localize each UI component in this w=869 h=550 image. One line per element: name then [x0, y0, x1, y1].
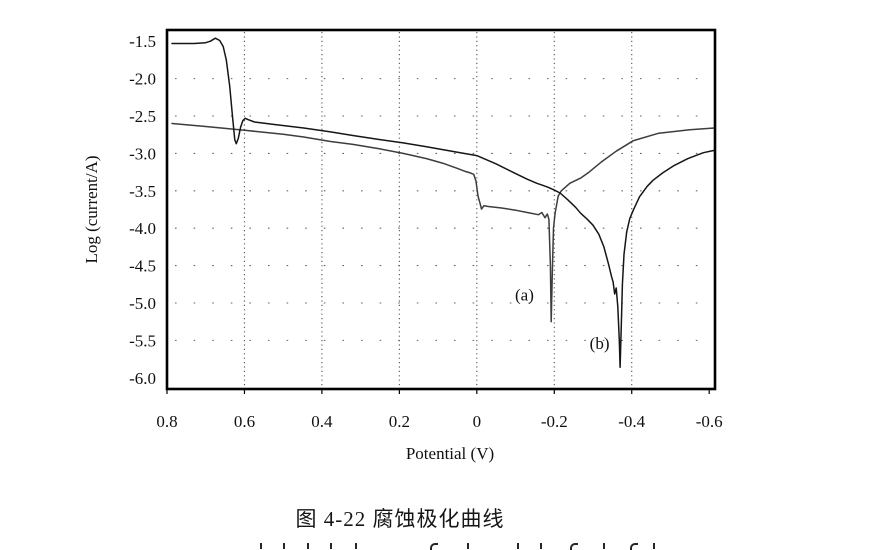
y-tick-label: -6.0 — [129, 369, 156, 388]
clipped-text-fragment — [430, 543, 438, 550]
curve-label-b: (b) — [590, 334, 610, 353]
clipped-text-fragment — [283, 543, 285, 549]
y-tick-label: -3.5 — [129, 182, 156, 201]
clipped-text-fragment — [540, 543, 542, 549]
x-tick-label: 0.4 — [311, 412, 333, 431]
y-tick-label: -2.0 — [129, 70, 156, 89]
clipped-text-fragment — [467, 543, 469, 549]
x-tick-label: 0.6 — [234, 412, 255, 431]
y-tick-label: -4.5 — [129, 257, 156, 276]
x-axis-title: Potential (V) — [406, 444, 494, 463]
chart-svg: 0.8 0.6 0.4 0.2 0 -0.2 -0.4 -0.6 -1.5 -2.0 -2.5 -3.… — [82, 28, 723, 463]
polarization-chart: 0.8 0.6 0.4 0.2 0 -0.2 -0.4 -0.6 -1.5 -2.0 -2.5 -3.… — [82, 28, 723, 463]
y-tick-label: -3.0 — [129, 144, 156, 163]
x-tick-label: -0.6 — [696, 412, 723, 431]
clipped-text-fragment — [260, 543, 262, 549]
plot-border — [165, 28, 717, 391]
x-tick-label: 0.2 — [389, 412, 410, 431]
clipped-text-fragment — [653, 543, 655, 549]
x-tick-label: -0.2 — [541, 412, 568, 431]
clipped-text-fragment — [570, 543, 578, 550]
figure-caption: 图 4-22 腐蚀极化曲线 — [295, 507, 505, 531]
y-tick-label: -2.5 — [129, 107, 156, 126]
y-tick-label: -5.0 — [129, 294, 156, 313]
y-tick-label: -1.5 — [129, 32, 156, 51]
x-tick-label: 0.8 — [156, 412, 177, 431]
clipped-text-fragment — [355, 543, 357, 549]
curve-b — [171, 37, 715, 369]
x-tick-label: 0 — [473, 412, 482, 431]
clipped-text-fragment — [603, 543, 605, 549]
y-axis-title: Log (current/A) — [82, 155, 101, 263]
y-tick-label: -5.5 — [129, 331, 156, 350]
clipped-text-fragment — [517, 543, 519, 549]
y-tick-label: -4.0 — [129, 219, 156, 238]
clipped-text-row — [0, 543, 869, 550]
curve-label-a: (a) — [515, 286, 534, 305]
clipped-text-fragment — [307, 543, 309, 549]
curve-a — [171, 122, 715, 323]
x-tick-label: -0.4 — [618, 412, 645, 431]
clipped-text-fragment — [330, 543, 332, 549]
clipped-text-fragment — [630, 543, 638, 550]
